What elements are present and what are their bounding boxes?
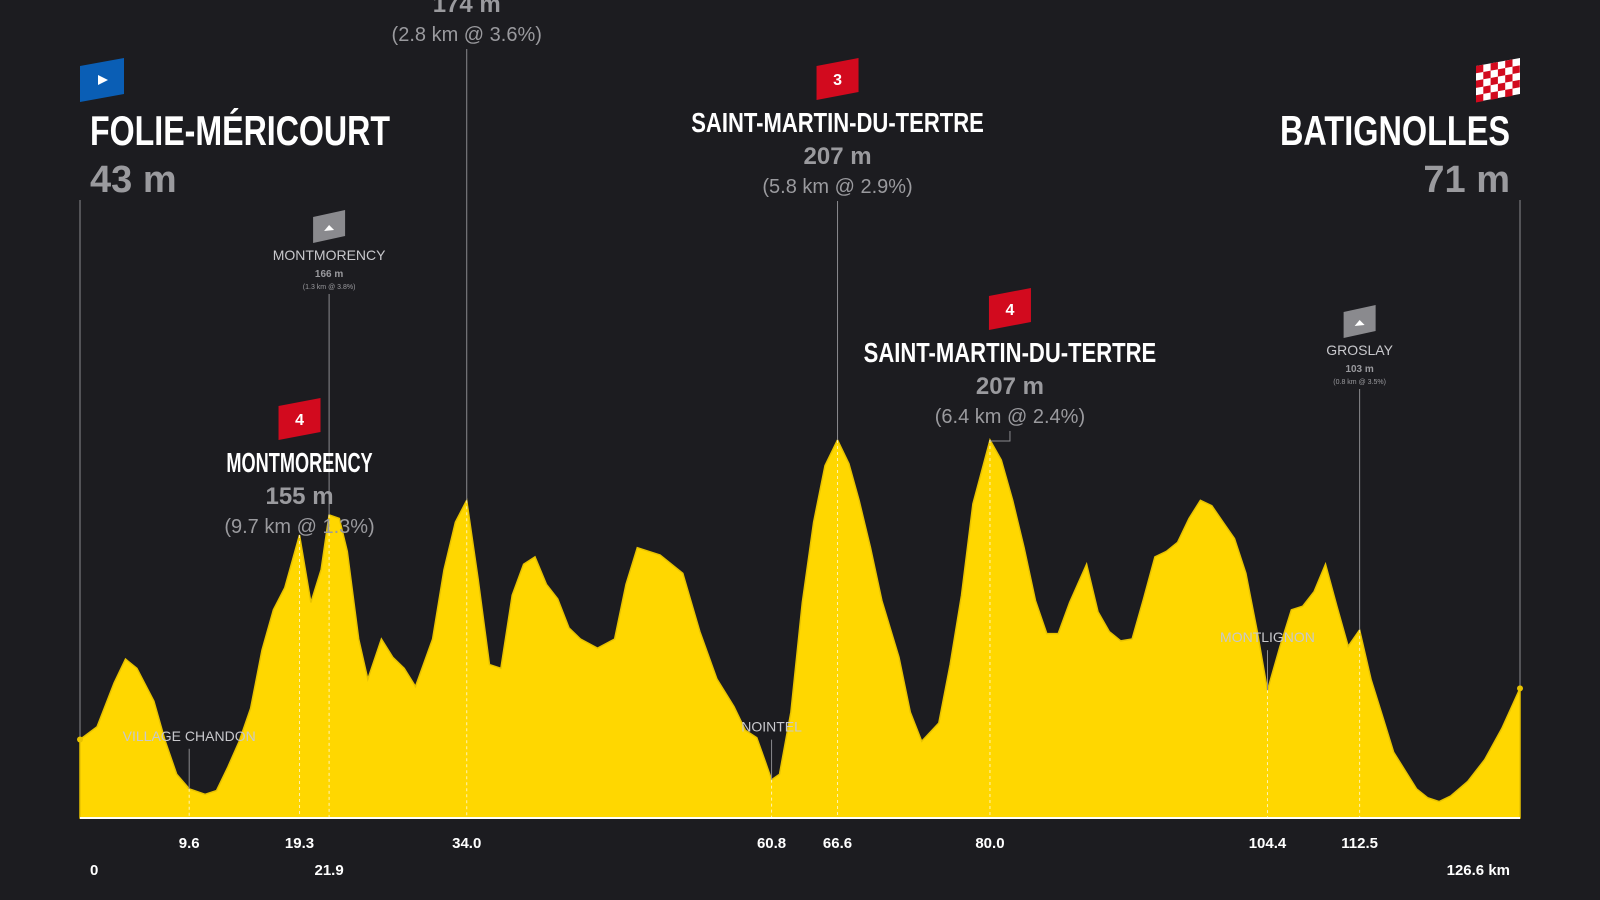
sprint-detail: (0.8 km @ 3.5%) bbox=[1333, 379, 1386, 386]
category-number: 4 bbox=[1005, 302, 1014, 319]
x-tick-label: 19.3 bbox=[285, 835, 314, 852]
sprint-elevation: 103 m bbox=[1345, 364, 1373, 375]
sprint-elevation: 166 m bbox=[315, 269, 343, 280]
climb-name: SAINT-MARTIN-DU-TERTRE bbox=[864, 337, 1157, 368]
climb-detail: (6.4 km @ 2.4%) bbox=[935, 406, 1085, 428]
climb-label: 3 SAINT-MARTIN-DU-TERTRE 207 m (5.8 km @ 2.… bbox=[691, 58, 984, 198]
finish-elevation: 71 m bbox=[1423, 159, 1510, 201]
start-name: FOLIE-MÉRICOURT bbox=[90, 107, 390, 154]
x-tick-label: 60.8 bbox=[757, 835, 786, 852]
town-label: VILLAGE CHANDON bbox=[123, 728, 256, 744]
x-tick-label: 34.0 bbox=[452, 835, 481, 852]
sprint-label: GROSLAY 103 m (0.8 km @ 3.5%) bbox=[1326, 305, 1394, 386]
sprint-detail: (1.3 km @ 3.8%) bbox=[303, 284, 356, 291]
climb-label: 174 m (2.8 km @ 3.6%) bbox=[392, 0, 542, 46]
x-tick-label: 0 bbox=[90, 862, 98, 879]
category-number: 3 bbox=[833, 72, 842, 89]
climb-elevation: 207 m bbox=[804, 143, 872, 170]
category-number: 4 bbox=[295, 412, 304, 429]
elevation-profile-area bbox=[79, 438, 1521, 819]
x-tick-label: 9.6 bbox=[179, 835, 200, 852]
x-tick-label: 66.6 bbox=[823, 835, 852, 852]
sprint-mountain-icon bbox=[313, 210, 346, 243]
climb-detail: (2.8 km @ 3.6%) bbox=[392, 24, 542, 46]
sprint-label: MONTMORENCY 166 m (1.3 km @ 3.8%) bbox=[273, 210, 386, 291]
start-flag-icon bbox=[80, 58, 124, 102]
x-tick-label: 80.0 bbox=[975, 835, 1004, 852]
town-label: NOINTEL bbox=[741, 719, 802, 735]
start-point bbox=[77, 736, 83, 743]
sprint-name: GROSLAY bbox=[1326, 342, 1393, 358]
climb-elevation: 174 m bbox=[433, 0, 501, 18]
town-label: MONTLIGNON bbox=[1220, 629, 1315, 645]
climb-detail: (5.8 km @ 2.9%) bbox=[762, 176, 912, 198]
x-tick-label: 112.5 bbox=[1341, 835, 1378, 852]
climb-elevation: 155 m bbox=[265, 483, 333, 510]
climb-detail: (9.7 km @ 1.3%) bbox=[224, 516, 374, 538]
checkered-flag-icon bbox=[1476, 58, 1520, 103]
climb-elevation: 207 m bbox=[976, 373, 1044, 400]
finish-point bbox=[1517, 685, 1523, 692]
climb-name: SAINT-MARTIN-DU-TERTRE bbox=[691, 107, 984, 138]
climb-name: MONTMORENCY bbox=[226, 447, 373, 478]
x-tick-label: 21.9 bbox=[314, 862, 343, 879]
sprint-mountain-icon bbox=[1343, 305, 1376, 338]
sprint-name: MONTMORENCY bbox=[273, 247, 386, 263]
climb-label: 4 MONTMORENCY 155 m (9.7 km @ 1.3%) bbox=[224, 398, 375, 538]
finish-name: BATIGNOLLES bbox=[1280, 107, 1510, 154]
category-badge: 4 bbox=[278, 398, 321, 440]
category-badge: 4 bbox=[988, 288, 1031, 330]
climb-label: 4 SAINT-MARTIN-DU-TERTRE 207 m (6.4 km @ 2.… bbox=[864, 288, 1157, 428]
x-tick-label: 126.6 km bbox=[1447, 862, 1510, 879]
climb-connector bbox=[989, 431, 1011, 442]
start-elevation: 43 m bbox=[90, 159, 177, 201]
category-badge: 3 bbox=[816, 58, 859, 100]
x-tick-label: 104.4 bbox=[1249, 835, 1287, 852]
